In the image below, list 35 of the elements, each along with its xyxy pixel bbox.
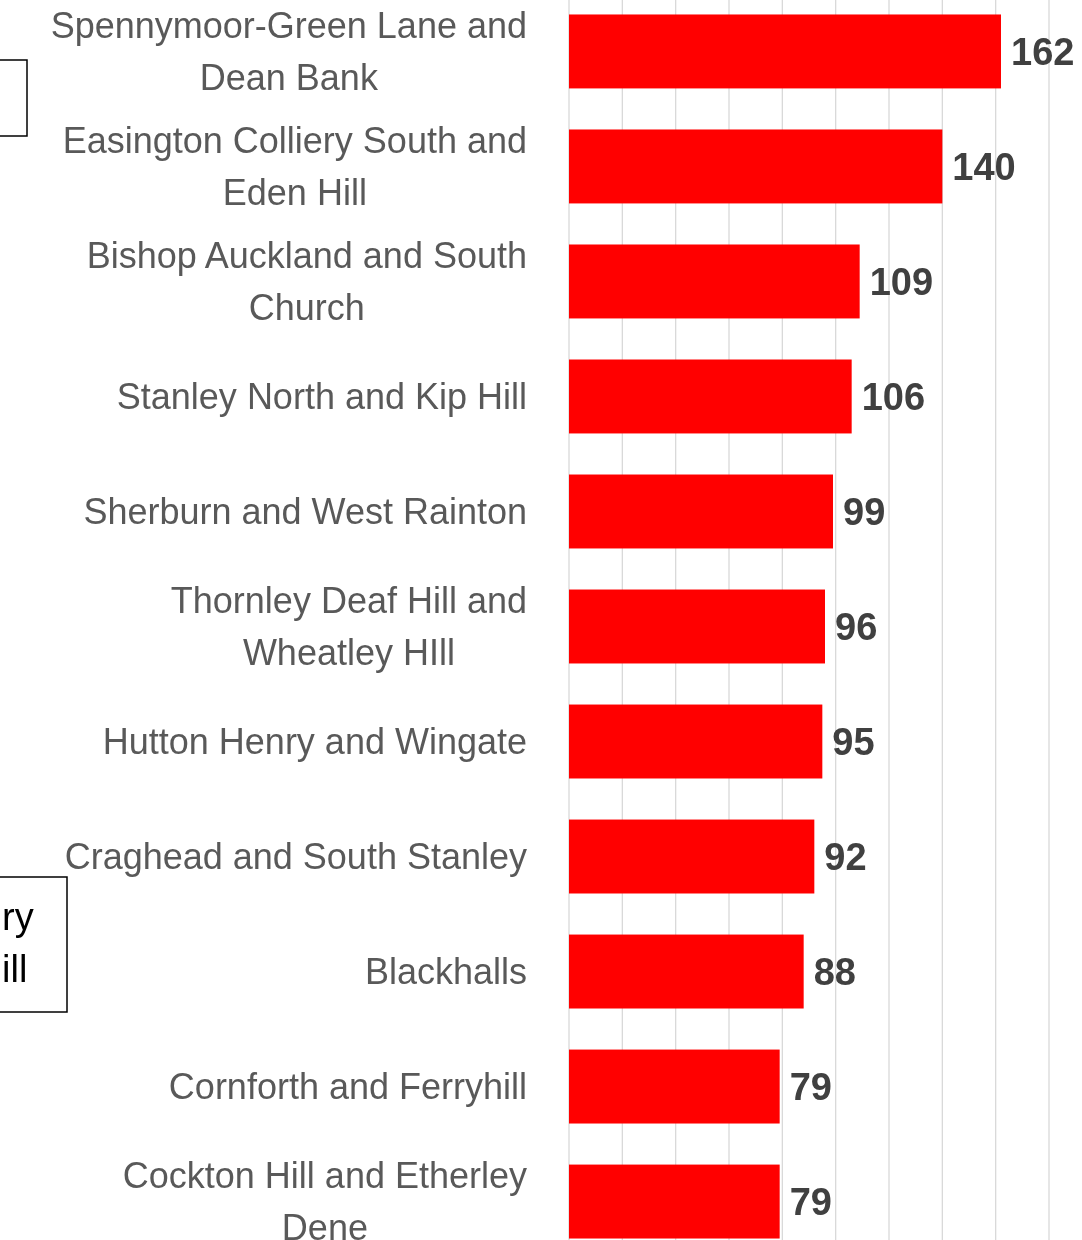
bar xyxy=(569,244,860,319)
y-tick-label: Spennymoor-Green Lane and Dean Bank xyxy=(50,5,527,99)
bar xyxy=(569,1164,780,1239)
bar xyxy=(569,934,804,1009)
bar xyxy=(569,704,823,779)
data-label: 109 xyxy=(869,261,934,304)
data-label: 140 xyxy=(952,146,1016,189)
y-tick-label: Bishop Auckland and South Church xyxy=(86,235,527,329)
y-tick-label: Craghead and South Stanley xyxy=(64,836,527,878)
bar xyxy=(569,819,815,894)
bar xyxy=(569,129,943,204)
y-tick-label: Blackhalls xyxy=(364,951,527,993)
y-tick-label: Cornforth and Ferryhill xyxy=(168,1066,527,1108)
y-tick-label: Sherburn and West Rainton xyxy=(83,491,527,533)
text: ill xyxy=(2,948,28,990)
y-tick-label: Hutton Henry and Wingate xyxy=(102,721,527,763)
y-tick-label: Stanley North and Kip Hill xyxy=(116,376,527,418)
bar xyxy=(569,14,1001,89)
data-label: 99 xyxy=(843,491,886,534)
data-label: 79 xyxy=(789,1181,832,1224)
data-label: 79 xyxy=(789,1066,832,1109)
data-label: 92 xyxy=(824,836,867,879)
data-label: 95 xyxy=(832,721,875,764)
text: ry xyxy=(2,896,34,938)
data-label: 88 xyxy=(813,951,856,994)
y-tick-label: Cockton Hill and Etherley Dene xyxy=(122,1155,527,1240)
bar xyxy=(569,359,852,434)
y-tick-label: Thornley Deaf Hill and Wheatley HIll xyxy=(170,580,527,674)
data-label: 96 xyxy=(835,606,878,649)
bar xyxy=(569,1049,780,1124)
data-label: 162 xyxy=(1011,31,1075,74)
bar xyxy=(569,589,825,664)
bar xyxy=(569,474,833,549)
data-label: 106 xyxy=(861,376,926,419)
y-tick-label: Easington Colliery South and Eden Hill xyxy=(62,120,527,214)
